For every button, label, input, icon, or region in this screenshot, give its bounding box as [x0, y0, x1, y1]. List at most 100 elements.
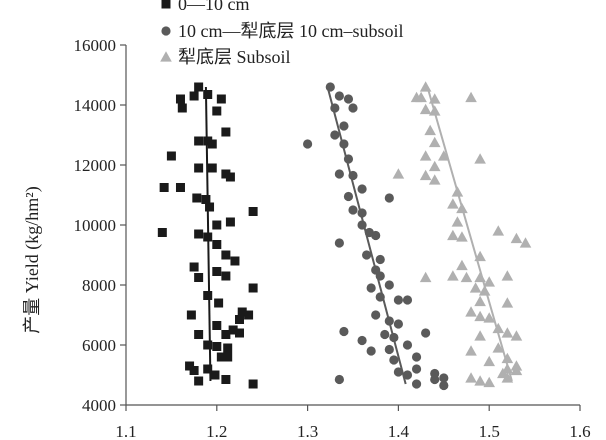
y-tick-label: 16000 — [74, 36, 117, 55]
point-0-10cm — [207, 163, 217, 173]
legend-square-icon — [161, 0, 171, 9]
point-0-10cm — [221, 127, 231, 137]
point-subsoil — [428, 174, 441, 185]
point-0-10cm — [194, 229, 204, 239]
point-10cm-subsoil — [411, 379, 422, 389]
point-0-10cm — [248, 379, 258, 389]
point-10cm-subsoil — [325, 82, 335, 92]
point-subsoil — [474, 295, 486, 307]
point-0-10cm — [207, 139, 217, 149]
point-10cm-subsoil — [380, 329, 390, 340]
x-tick-label: 1.2 — [206, 422, 227, 440]
point-0-10cm — [166, 151, 176, 161]
point-subsoil — [465, 345, 477, 356]
point-0-10cm — [221, 250, 231, 260]
y-tick-label: 8000 — [82, 276, 116, 295]
point-0-10cm — [177, 103, 187, 113]
y-tick-label: 10000 — [74, 216, 117, 235]
point-0-10cm — [194, 273, 204, 282]
point-10cm-subsoil — [357, 184, 367, 194]
point-0-10cm — [175, 94, 185, 104]
point-0-10cm — [194, 136, 204, 146]
point-subsoil — [419, 81, 432, 92]
point-subsoil — [510, 232, 523, 244]
point-0-10cm — [186, 310, 196, 320]
y-tick-label: 12000 — [74, 156, 117, 175]
point-subsoil — [474, 310, 486, 322]
point-subsoil — [465, 372, 477, 383]
point-subsoil — [465, 306, 477, 317]
point-10cm-subsoil — [371, 230, 381, 241]
point-0-10cm — [205, 202, 215, 212]
point-10cm-subsoil — [330, 130, 340, 140]
point-0-10cm — [159, 183, 169, 192]
point-0-10cm — [228, 325, 238, 335]
point-0-10cm — [201, 195, 211, 204]
point-subsoil — [474, 330, 486, 341]
trendline-10cm-subsoil — [326, 86, 407, 385]
point-10cm-subsoil — [389, 355, 399, 365]
point-10cm-subsoil — [393, 319, 403, 329]
point-0-10cm — [189, 262, 199, 272]
legend-item: 犁底层 Subsoil — [160, 47, 291, 67]
point-subsoil — [501, 327, 514, 338]
point-subsoil — [456, 231, 468, 242]
point-subsoil — [519, 237, 532, 248]
point-subsoil — [492, 342, 505, 353]
point-0-10cm — [212, 342, 222, 351]
point-subsoil — [438, 150, 450, 161]
point-subsoil — [428, 160, 441, 172]
point-10cm-subsoil — [343, 191, 354, 202]
point-10cm-subsoil — [411, 364, 422, 374]
point-10cm-subsoil — [334, 91, 344, 101]
point-subsoil — [456, 259, 468, 271]
point-0-10cm — [235, 315, 244, 324]
point-0-10cm — [221, 271, 231, 281]
point-0-10cm — [248, 283, 258, 293]
point-0-10cm — [194, 163, 204, 173]
point-0-10cm — [203, 291, 213, 300]
point-10cm-subsoil — [439, 373, 449, 383]
point-10cm-subsoil — [439, 380, 449, 391]
point-10cm-subsoil — [348, 103, 358, 113]
point-subsoil — [419, 271, 432, 283]
point-0-10cm — [216, 352, 226, 362]
point-0-10cm — [248, 207, 258, 216]
x-tick-label: 1.3 — [297, 422, 318, 440]
point-subsoil — [447, 198, 459, 209]
point-0-10cm — [157, 228, 167, 237]
point-10cm-subsoil — [371, 310, 381, 320]
legend-item: 0—10 cm — [161, 0, 250, 14]
y-axis-title: 产量 Yield (kg/hm²) — [22, 186, 43, 333]
point-0-10cm — [194, 330, 204, 339]
point-0-10cm — [210, 370, 220, 380]
point-subsoil — [465, 91, 477, 103]
point-10cm-subsoil — [430, 374, 440, 385]
point-subsoil — [451, 216, 464, 227]
point-10cm-subsoil — [402, 340, 413, 350]
point-subsoil — [492, 225, 505, 236]
point-subsoil — [474, 375, 486, 386]
point-0-10cm — [235, 328, 244, 338]
point-subsoil — [419, 103, 432, 115]
point-subsoil — [415, 91, 427, 103]
point-subsoil — [510, 364, 523, 376]
legend-triangle-icon — [160, 51, 172, 62]
point-subsoil — [483, 312, 495, 323]
point-0-10cm — [185, 361, 195, 371]
point-subsoil — [460, 271, 473, 283]
x-tick-label: 1.6 — [569, 422, 590, 440]
point-subsoil — [492, 322, 505, 334]
point-subsoil — [424, 124, 436, 136]
point-0-10cm — [214, 298, 224, 308]
point-0-10cm — [221, 330, 231, 339]
point-subsoil — [392, 168, 405, 179]
point-subsoil — [447, 229, 459, 241]
point-10cm-subsoil — [384, 344, 394, 355]
point-10cm-subsoil — [411, 352, 422, 362]
trendline-subsoil — [426, 86, 513, 382]
point-0-10cm — [194, 376, 204, 386]
plot-area — [157, 81, 532, 391]
point-0-10cm — [216, 94, 226, 104]
legend-label: 犁底层 Subsoil — [178, 47, 291, 67]
